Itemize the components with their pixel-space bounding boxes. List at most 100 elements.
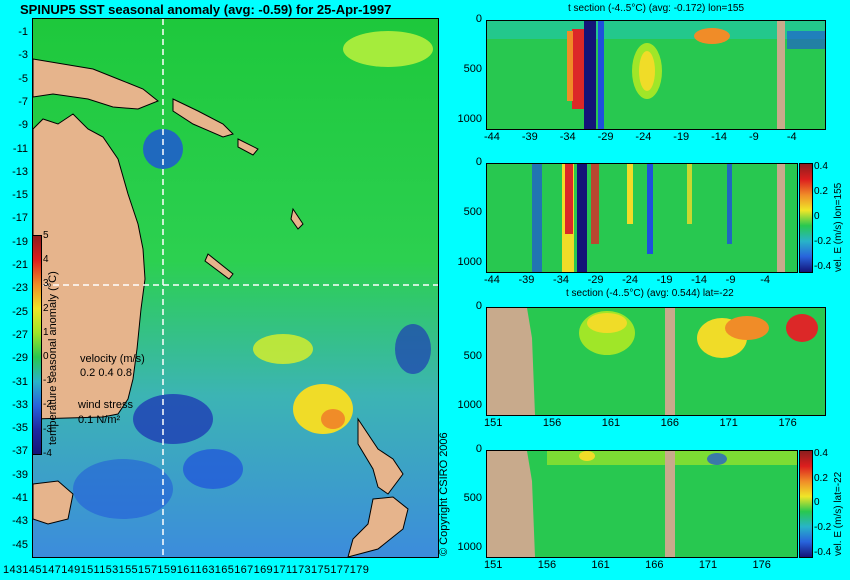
panel3-x-tick: 156 (542, 417, 562, 429)
panel1-title: t section (-4..5°C) (avg: -0.172) lon=15… (568, 3, 745, 14)
panel1-x-tick: -4 (786, 131, 797, 143)
colorbar-tick-label: 0 (43, 351, 49, 362)
panel1-x-tick: -14 (711, 131, 728, 143)
panel1-depth-tick: 1000 (457, 113, 482, 125)
lat-tick-label: -35 (12, 422, 28, 435)
colorbar-label: temperature seasonal anomaly (°C) (47, 271, 59, 445)
colorbar-tick-label: 4 (43, 254, 49, 266)
colorbar-tick-label: 1 (43, 326, 49, 338)
map-title: SPINUP5 SST seasonal anomaly (avg: -0.59… (20, 2, 392, 17)
lat-tick-label: -29 (12, 352, 28, 365)
panel4-x-tick: 171 (698, 559, 718, 571)
panel3-x-tick: 151 (484, 417, 503, 429)
panel3-temp-section-lat-22 (486, 307, 826, 416)
lat-tick-label: -19 (12, 235, 28, 248)
australia-landmass (33, 113, 146, 420)
panel4-cbar-tick: 0.4 (814, 448, 828, 459)
panel2-x-tick: -19 (656, 274, 673, 286)
lat-tick-label: -9 (18, 119, 28, 132)
panel3-x-tick: 161 (601, 417, 621, 429)
panel2-vel-section-lon155 (486, 163, 798, 273)
panel4-cbar-tick: -0.4 (814, 546, 832, 558)
panel4-x-tick: 156 (537, 559, 557, 571)
panel4-colorbar (799, 450, 813, 558)
panel2-x-tick: -39 (518, 274, 535, 286)
tasmania-landmass (33, 480, 74, 525)
panel1-temp-section-lon155 (486, 20, 826, 130)
colorbar-tick-label: 3 (43, 278, 49, 290)
lat-tick-label: -39 (12, 468, 28, 481)
lat-tick-label: -31 (12, 375, 28, 388)
colorbar-tick-label: 2 (43, 302, 49, 314)
panel1-x-tick: -39 (521, 131, 538, 143)
lat-tick-label: -3 (18, 49, 28, 62)
lat-tick-label: -43 (12, 515, 28, 528)
new-zealand-north-island (357, 417, 404, 495)
panel2-side-label: vel. E (m/s) lon=155 (833, 182, 844, 272)
colorbar-tick-label: 5 (43, 230, 49, 241)
colorbar-tick-label: -2 (43, 399, 52, 411)
panel4-depth-tick: 0 (475, 443, 482, 455)
panel3-x-tick: 171 (719, 417, 738, 429)
lat-tick-label: -21 (12, 259, 28, 271)
panel2-cbar-tick: -0.4 (814, 261, 832, 273)
panel2-cbar-tick: 0 (814, 211, 820, 223)
panel4-depth-tick: 500 (463, 492, 482, 504)
panel1-depth-tick: 500 (463, 63, 482, 75)
panel2-depth-tick: 500 (463, 206, 482, 218)
panel4-x-tick: 176 (752, 559, 771, 571)
lat-tick-label: -33 (12, 398, 28, 411)
velocity-label: velocity (m/s) (80, 353, 145, 365)
panel4-x-tick: 166 (645, 559, 664, 571)
panel2-depth-tick: 1000 (457, 256, 482, 268)
panel4-side-label: vel. E (m/s) lat=-22 (833, 471, 844, 556)
new-guinea-landmass (33, 58, 159, 110)
panel4-cbar-tick: -0.2 (814, 521, 832, 533)
panel1-x-tick: -44 (484, 131, 500, 143)
panel3-depth-tick: 500 (463, 349, 482, 362)
colorbar-tick-label: -4 (43, 447, 52, 459)
lat-tick-label: -11 (12, 142, 28, 155)
velocity-scale: 0.2 0.4 0.8 (80, 367, 132, 379)
panel4-cbar-tick: 0.2 (814, 472, 828, 484)
panel1-x-tick: -19 (673, 131, 690, 143)
panel4-x-tick: 151 (484, 559, 503, 571)
longitude-axis: 1431451471491511531551571591611631651671… (3, 564, 370, 576)
panel2-x-tick: -34 (553, 274, 569, 286)
colorbar-tick-label: -1 (43, 375, 52, 387)
panel1-x-tick: -9 (749, 131, 759, 143)
colorbar-tick-label: -3 (43, 423, 52, 435)
lat-tick-label: -27 (12, 328, 28, 341)
lat-tick-label: -13 (12, 165, 28, 178)
panel2-x-tick: -14 (691, 274, 708, 286)
panel3-x-tick: 166 (660, 417, 680, 429)
panel3-x-tick: 176 (778, 417, 797, 429)
lat-tick-label: -1 (18, 26, 28, 38)
panel3-depth-tick: 0 (475, 300, 482, 312)
panel1-x-tick: -29 (597, 131, 614, 143)
lat-tick-label: -17 (12, 212, 28, 225)
panel3-title: t section (-4..5°C) (avg: 0.544) lat=-22 (566, 288, 734, 299)
sst-map-canvas (33, 19, 438, 557)
panel1-x-tick: -34 (559, 131, 576, 143)
panel2-depth-tick: 0 (475, 156, 482, 168)
panel3-depth-tick: 1000 (457, 399, 482, 411)
new-zealand-south-island (347, 496, 409, 557)
colorbar (32, 235, 42, 455)
lat-tick-label: -5 (18, 72, 28, 85)
panel4-cbar-tick: 0 (814, 497, 820, 509)
panel2-x-tick: -9 (725, 274, 736, 286)
lat-tick-label: -15 (12, 189, 28, 202)
panel2-cbar-tick: -0.2 (814, 236, 832, 248)
panel2-colorbar (799, 163, 813, 273)
panel2-x-tick: -4 (760, 274, 770, 286)
lat-tick-label: -7 (18, 95, 28, 108)
wind-stress-label: wind stress (78, 399, 134, 411)
panel1-depth-tick: 0 (475, 13, 482, 25)
panel2-x-tick: -29 (587, 274, 604, 286)
lat-tick-label: -23 (12, 282, 28, 295)
panel4-vel-section-lat-22 (486, 450, 798, 558)
lat-tick-label: -45 (12, 538, 28, 551)
sst-anomaly-map (32, 18, 439, 558)
panel1-x-tick: -24 (635, 131, 652, 143)
